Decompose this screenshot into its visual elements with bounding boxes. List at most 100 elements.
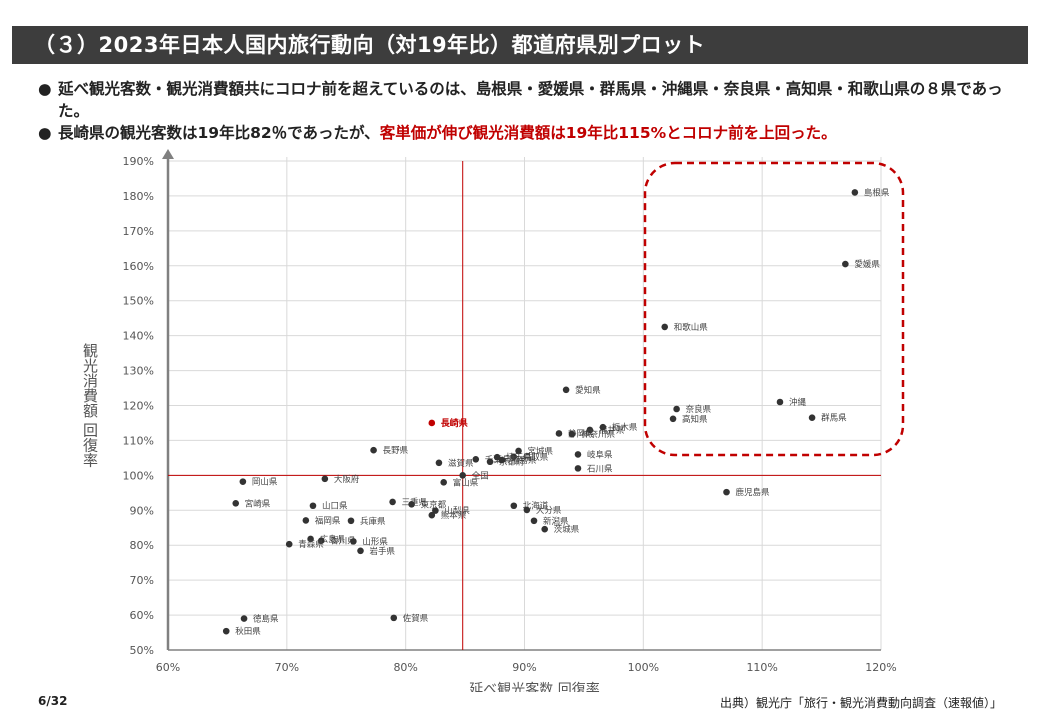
data-label: 福岡県 xyxy=(315,515,341,526)
y-axis-arrow xyxy=(162,149,174,159)
data-label: 島根県 xyxy=(864,187,890,198)
data-point xyxy=(232,500,240,507)
bullet-text: 長崎県の観光客数は19年比82％であったが、 xyxy=(58,124,380,142)
y-tick-label: 180% xyxy=(123,190,154,203)
y-tick-label: 60% xyxy=(130,609,154,622)
data-label: 鳥取県 xyxy=(523,452,549,463)
tick-labels: 50%60%70%80%90%100%110%120%130%140%150%1… xyxy=(123,155,897,674)
y-tick-label: 170% xyxy=(123,225,154,238)
axis-labels: 延べ観光客数 回復率 観光消費額 回復率 xyxy=(81,343,600,692)
x-tick-label: 110% xyxy=(746,661,777,674)
data-label: 福島県 xyxy=(511,455,537,466)
y-tick-label: 50% xyxy=(130,644,154,657)
data-label: 香川県 xyxy=(330,536,356,547)
data-point xyxy=(408,501,415,508)
data-point xyxy=(222,627,230,635)
data-point xyxy=(350,538,357,545)
data-point xyxy=(574,465,582,472)
data-point xyxy=(432,507,439,514)
y-tick-label: 190% xyxy=(123,155,154,168)
data-point xyxy=(370,446,377,454)
data-point xyxy=(562,386,570,394)
data-point xyxy=(317,537,325,544)
bullet-marker: ● xyxy=(38,124,52,142)
data-point xyxy=(428,511,436,519)
data-label: 秋田県 xyxy=(235,626,261,637)
data-label: 兵庫県 xyxy=(360,516,386,527)
data-label: 長野県 xyxy=(383,446,409,456)
data-point xyxy=(498,456,506,464)
data-label: 茨城県 xyxy=(554,524,580,535)
grid-lines xyxy=(168,157,882,650)
data-point xyxy=(661,323,669,331)
data-point xyxy=(555,430,563,437)
y-tick-label: 70% xyxy=(130,574,154,587)
data-point xyxy=(541,525,549,533)
source-note: 出典）観光庁「旅行・観光消費動向調査（速報値）」 xyxy=(719,696,1002,710)
data-point xyxy=(309,502,317,510)
page-number: 6/32 xyxy=(38,694,68,708)
data-label: 京都府 xyxy=(499,457,525,468)
data-label: 長崎県 xyxy=(441,417,468,429)
data-point xyxy=(493,453,501,461)
data-label: 岡山県 xyxy=(252,477,278,488)
y-tick-label: 150% xyxy=(123,295,154,308)
data-point xyxy=(428,419,436,427)
scatter-chart: 50%60%70%80%90%100%110%120%130%140%150%1… xyxy=(81,149,905,692)
bullet-marker: ● xyxy=(38,80,52,98)
data-label: 石川県 xyxy=(587,464,613,474)
data-point xyxy=(842,260,849,268)
data-label: 山口県 xyxy=(322,501,348,512)
data-point xyxy=(347,517,355,525)
axes xyxy=(162,149,881,651)
y-tick-label: 100% xyxy=(123,469,154,482)
data-label: 埼玉県 xyxy=(506,452,532,463)
data-point xyxy=(669,415,677,423)
data-label: 滋賀県 xyxy=(448,458,474,469)
data-point xyxy=(435,459,443,467)
x-tick-label: 70% xyxy=(275,661,299,674)
data-point xyxy=(357,547,364,555)
data-label: 岐阜県 xyxy=(587,449,613,460)
data-point xyxy=(459,472,467,479)
data-label: 山梨県 xyxy=(444,506,470,517)
data-point xyxy=(389,498,396,506)
data-point xyxy=(523,506,531,514)
data-label: 東京都 xyxy=(421,499,447,510)
y-tick-label: 140% xyxy=(123,330,154,343)
data-label: 宮城県 xyxy=(528,446,554,457)
highlight-region xyxy=(643,161,905,457)
data-label: 愛知県 xyxy=(575,385,601,396)
data-point xyxy=(390,614,398,622)
data-label: 岩手県 xyxy=(370,546,396,557)
data-point xyxy=(510,453,518,461)
data-point xyxy=(321,475,329,483)
y-tick-label: 130% xyxy=(123,365,154,378)
data-point xyxy=(440,479,447,486)
data-label: 静岡県 xyxy=(568,428,594,439)
data-label: 栃木県 xyxy=(612,422,638,433)
data-label: 愛媛県 xyxy=(854,259,880,270)
x-axis-title: 延べ観光客数 回復率 xyxy=(469,681,599,692)
data-label: 新潟県 xyxy=(543,516,569,527)
reference-lines xyxy=(168,161,881,650)
data-point xyxy=(302,517,310,524)
data-point xyxy=(851,189,859,196)
data-label: 広島県 xyxy=(320,534,346,545)
data-label: 群馬県 xyxy=(821,413,847,424)
page-title: （３）2023年日本人国内旅行動向（対19年比）都道府県別プロット xyxy=(34,33,706,57)
x-tick-label: 120% xyxy=(865,661,896,674)
data-label: 山形県 xyxy=(362,536,388,547)
x-tick-label: 80% xyxy=(393,661,417,674)
data-point xyxy=(285,540,293,548)
data-point xyxy=(574,451,582,458)
x-tick-label: 100% xyxy=(628,661,659,674)
data-label: 徳島県 xyxy=(253,614,279,625)
title-bar: （３）2023年日本人国内旅行動向（対19年比）都道府県別プロット xyxy=(12,26,1028,64)
data-point xyxy=(510,502,518,510)
bullet-highlight-text: 客単価が伸び観光消費額は19年比115%とコロナ前を上回った。 xyxy=(379,124,837,142)
data-label: 和歌山県 xyxy=(674,322,709,333)
bullet-text: 延べ観光客数・観光消費額共にコロナ前を超えているのは、島根県・愛媛県・群馬県・沖… xyxy=(58,80,1003,120)
data-point xyxy=(486,458,494,466)
